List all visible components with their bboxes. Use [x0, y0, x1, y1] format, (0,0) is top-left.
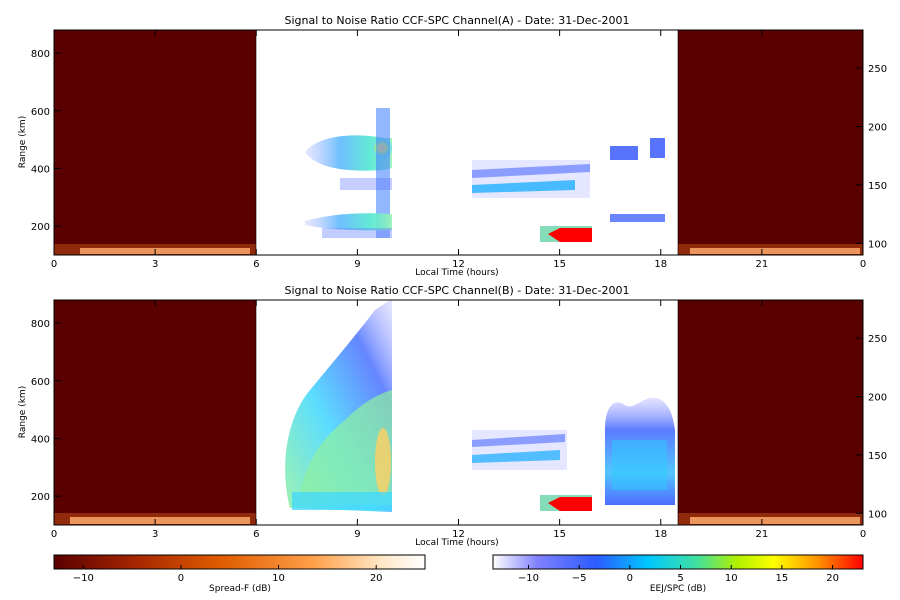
- panel-a-afternoon-echoes-2: [472, 180, 575, 193]
- colorbar-eej-tick-label: 0: [627, 573, 633, 584]
- colorbar-eej-tick-label: 10: [725, 573, 738, 584]
- panel-a-afternoon-fill: [472, 160, 590, 198]
- panel-b-afternoon-echoes-2: [472, 450, 560, 463]
- panel-b-afternoon-echoes: [472, 434, 565, 447]
- panel-b-xtick-label: 21: [756, 529, 769, 540]
- panel-a-ytick-label: 600: [31, 107, 50, 118]
- panel-b-ytick-label: 400: [31, 434, 50, 445]
- colorbar-eej-gradient: [492, 554, 864, 570]
- panel-a-xlabel: Local Time (hours): [415, 268, 498, 278]
- panel-a-right-tick-label: 100: [868, 239, 887, 250]
- panel-a-late-upper-2: [650, 138, 665, 158]
- panel-a-night-left: [54, 30, 256, 255]
- panel-a-xtick-label: 9: [354, 259, 360, 270]
- panel-b-xtick-label: 9: [354, 529, 360, 540]
- panel-a-night-left-floor-hot: [80, 248, 250, 254]
- panel-b-xlabel: Local Time (hours): [415, 538, 498, 548]
- panel-a-ytick-label: 400: [31, 164, 50, 175]
- colorbar-eej-ticks: −10 −5 0 5 10 15 20: [518, 565, 839, 584]
- panel-a-title: Signal to Noise Ratio CCF-SPC Channel(A)…: [285, 14, 630, 27]
- panel-b-right-tick-label: 200: [868, 392, 887, 403]
- panel-a-ytick-label: 200: [31, 222, 50, 233]
- panel-a-afternoon-echoes: [472, 164, 590, 178]
- panel-a-right-tick-label: 150: [868, 181, 887, 192]
- panel-b-ytick-label: 200: [31, 492, 50, 503]
- panel-a-echoes: [305, 108, 665, 242]
- colorbar-eej-tick-label: 20: [826, 573, 839, 584]
- panel-b-echoes: [285, 300, 675, 512]
- panel-a-late-upper: [610, 146, 638, 160]
- panel-a-right-tick-label: 250: [868, 64, 887, 75]
- colorbar-eej-label: EEJ/SPC (dB): [650, 584, 706, 594]
- panel-b-xtick-label: 0: [51, 529, 57, 540]
- colorbar-spread-f-ticks: −10 0 10 20: [73, 565, 383, 584]
- panel-a-night-right: [678, 30, 863, 255]
- panel-a: Signal to Noise Ratio CCF-SPC Channel(A)…: [18, 14, 887, 278]
- panel-b-eej-echo: [548, 497, 592, 511]
- panel-b-late-echo-core: [612, 440, 667, 490]
- panel-b-xtick-label: 6: [253, 529, 259, 540]
- panel-b-ylabel: Range (km): [18, 386, 28, 438]
- panel-a-xtick-label: 12: [452, 259, 465, 270]
- colorbar-spread-f-tick-label: 20: [370, 573, 383, 584]
- panel-b-axes: 0 3 6 9 12 15 18 21 0 200 400 600 800 100 150 200 250: [31, 300, 887, 540]
- panel-a-xtick-label: 0: [860, 259, 866, 270]
- colorbar-spread-f-tick-label: −10: [73, 573, 94, 584]
- panel-a-lower-layer: [305, 213, 392, 231]
- panel-b: Signal to Noise Ratio CCF-SPC Channel(B)…: [18, 284, 887, 548]
- panel-b-plume-base: [292, 492, 392, 510]
- panel-b-right-tick-label: 250: [868, 334, 887, 345]
- colorbar-eej-tick-label: −5: [572, 573, 587, 584]
- colorbar-eej-tick-label: 5: [677, 573, 683, 584]
- panel-a-mid-band: [340, 178, 392, 190]
- panel-a-xtick-label: 6: [253, 259, 259, 270]
- panel-b-night-right: [678, 300, 863, 525]
- panel-b-right-tick-label: 150: [868, 451, 887, 462]
- panel-b-ytick-label: 800: [31, 319, 50, 330]
- panel-b-ytick-label: 600: [31, 377, 50, 388]
- panel-a-ylabel: Range (km): [18, 116, 28, 168]
- panel-a-xtick-label: 3: [152, 259, 158, 270]
- panel-b-night-right-floor-hot: [690, 517, 860, 524]
- panel-a-upper-layer: [305, 135, 392, 171]
- colorbar-spread-f-gradient: [53, 554, 426, 570]
- panel-a-xtick-label: 18: [654, 259, 667, 270]
- panel-a-low-band: [322, 228, 392, 238]
- panel-b-xtick-label: 3: [152, 529, 158, 540]
- panel-a-night-right-floor-hot: [690, 248, 860, 254]
- panel-b-title: Signal to Noise Ratio CCF-SPC Channel(B)…: [285, 284, 630, 297]
- panel-b-night-left-floor-hot: [70, 517, 250, 524]
- panel-b-plume-core: [300, 390, 392, 505]
- panel-a-plume: [376, 108, 390, 238]
- panel-b-xtick-label: 18: [654, 529, 667, 540]
- colorbar-spread-f-label: Spread-F (dB): [209, 584, 271, 594]
- panel-b-night-left: [54, 300, 256, 525]
- panel-a-late-lower: [610, 214, 665, 222]
- colorbar-eej-tick-label: 15: [776, 573, 789, 584]
- colorbar-eej: −10 −5 0 5 10 15 20 EEJ/SPC (dB): [492, 554, 864, 594]
- panel-a-xtick-label: 15: [553, 259, 566, 270]
- panel-b-xtick-label: 0: [860, 529, 866, 540]
- panel-b-plume-hot: [375, 428, 391, 496]
- panel-b-afternoon-fill: [472, 430, 567, 470]
- colorbar-spread-f: −10 0 10 20 Spread-F (dB): [53, 554, 426, 594]
- panel-b-xtick-label: 12: [452, 529, 465, 540]
- colorbar-eej-tick-label: −10: [518, 573, 539, 584]
- panel-a-xtick-label: 0: [51, 259, 57, 270]
- panel-b-right-tick-label: 100: [868, 509, 887, 520]
- panel-a-ytick-label: 800: [31, 49, 50, 60]
- panel-a-eej-echo: [548, 228, 592, 242]
- colorbar-spread-f-tick-label: 10: [272, 573, 285, 584]
- panel-b-xtick-label: 15: [553, 529, 566, 540]
- colorbar-spread-f-tick-label: 0: [178, 573, 184, 584]
- panel-a-axes: 0 3 6 9 12 15 18 21 0 200 400 600 800 100 150 200 250: [31, 30, 887, 270]
- panel-a-xtick-label: 21: [756, 259, 769, 270]
- panel-a-right-tick-label: 200: [868, 122, 887, 133]
